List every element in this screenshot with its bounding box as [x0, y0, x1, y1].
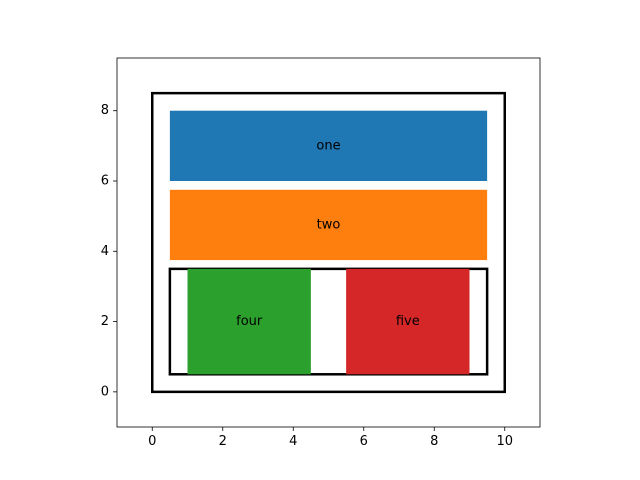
y-axis-ticks: 0 2 4 6 8: [101, 103, 117, 399]
y-tick-label: 6: [101, 174, 109, 189]
y-tick-label: 0: [101, 384, 109, 399]
box-label-one: one: [316, 138, 340, 153]
box-label-five: five: [396, 314, 420, 329]
y-tick-label: 8: [101, 103, 109, 118]
x-tick-label: 4: [289, 434, 297, 449]
box-five: [346, 268, 470, 375]
box-four: [187, 268, 311, 375]
x-tick-label: 6: [360, 434, 368, 449]
x-axis-ticks: 0 2 4 6 8 10: [148, 427, 513, 449]
box-label-two: two: [317, 217, 341, 232]
x-tick-label: 10: [496, 434, 513, 449]
x-tick-label: 0: [148, 434, 156, 449]
box-one: [169, 110, 488, 181]
y-tick-label: 4: [101, 244, 109, 259]
boxes: one two four five: [169, 110, 488, 375]
inner-frame: [168, 267, 489, 376]
x-tick-label: 8: [430, 434, 438, 449]
box-two: [169, 189, 488, 261]
y-tick-label: 2: [101, 314, 109, 329]
box-label-four: four: [236, 314, 263, 329]
outer-frame: [151, 91, 506, 394]
x-tick-label: 2: [219, 434, 227, 449]
outlines: [151, 91, 506, 394]
